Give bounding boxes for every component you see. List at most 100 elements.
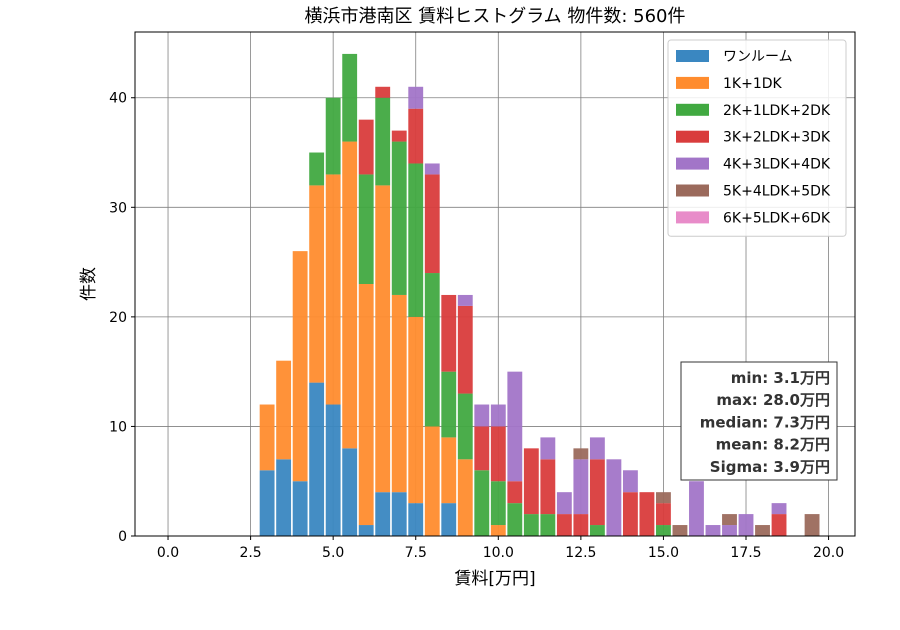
legend-swatch [676,50,709,62]
stats-line: min: 3.1万円 [731,369,830,387]
bar-segment-1 [342,448,358,536]
bar-segment-6 [755,525,770,536]
legend-entry-label: 2K+1LDK+2DK [723,103,831,119]
bar-segment-5 [722,525,737,536]
bar-segment-3 [589,525,605,536]
y-tick-label: 20 [109,310,127,326]
bar-segment-5 [457,294,473,306]
bar-segment-2 [441,437,457,504]
x-tick-label: 0.0 [157,545,179,561]
bar-segment-6 [656,492,671,504]
bar-segment-2 [276,360,292,460]
stats-line: mean: 8.2万円 [716,436,830,454]
legend-entry-label: 6K+5LDK+6DK [723,210,831,226]
bar-segment-2 [375,185,391,493]
bar-segment-2 [424,426,440,536]
bar-segment-5 [507,371,523,482]
bar-segment-3 [309,152,325,186]
bar-segment-3 [408,163,424,317]
bar-segment-6 [672,525,688,536]
bar-segment-5 [424,163,440,175]
bar-segment-4 [391,130,407,142]
legend-swatch [676,103,709,116]
legend-entry-label: 3K+2LDK+3DK [723,130,831,146]
bar-segment-2 [358,284,374,526]
bar-segment-4 [474,426,490,471]
chart-title: 横浜市港南区 賃料ヒストグラム 物件数: 560件 [304,6,685,27]
legend-swatch [676,130,709,143]
bar-segment-2 [490,525,506,536]
bar-segment-4 [573,514,589,536]
bar-segment-3 [358,174,374,284]
y-tick-label: 40 [109,91,127,107]
stats-box-frame [680,361,838,481]
bar-segment-1 [292,481,308,536]
bar-segment-1 [408,503,424,536]
bar-segment-1 [391,492,407,536]
y-tick-label: 30 [109,200,127,216]
x-tick-label: 12.5 [565,545,596,561]
y-tick-label: 10 [109,419,127,435]
bar-segment-2 [457,459,473,536]
x-tick-label: 15.0 [648,545,679,561]
bar-segment-2 [342,141,358,449]
legend-box [667,39,847,237]
x-axis-label: 賃料[万円] [454,569,535,589]
bar-segment-4 [441,294,457,372]
bar-segment-2 [325,174,341,405]
stats-line: median: 7.3万円 [700,413,830,431]
bar-segment-3 [375,97,391,186]
bar-segment-4 [656,503,671,526]
bar-segment-3 [424,273,440,427]
legend-swatch [676,157,709,170]
bar-segment-3 [656,525,671,536]
y-axis-ticks: 0 10 20 30 40 [109,91,135,545]
bar-segment-2 [259,404,275,471]
bars [259,53,820,536]
bar-segment-4 [507,481,523,504]
bar-segment-6 [722,514,737,526]
bar-segment-5 [689,481,704,536]
legend: ワンルーム 1K+1DK 2K+1LDK+2DK 3K+2LDK+3DK 4K+3LDK… [667,39,847,237]
bar-segment-1 [276,459,292,536]
bar-segment-5 [474,404,490,427]
x-tick-label: 20.0 [813,545,844,561]
bar-segment-3 [391,141,407,295]
bar-segment-4 [540,459,556,515]
bar-segment-4 [523,448,539,515]
bar-segment-5 [771,503,787,515]
bar-segment-4 [408,108,424,164]
bar-segment-4 [771,514,787,536]
x-tick-label: 10.0 [483,545,514,561]
bar-segment-4 [639,492,655,536]
plot-area-frame [134,31,856,537]
y-axis-label: 件数 [79,267,99,301]
bar-segment-4 [358,119,374,175]
bar-segment-5 [622,470,638,493]
bar-segment-5 [606,459,622,536]
bar-segment-5 [738,514,754,536]
x-tick-label: 17.5 [730,545,761,561]
bar-segment-5 [705,525,721,536]
bar-segment-5 [556,492,572,515]
bar-segment-6 [804,514,820,536]
x-tick-label: 5.0 [322,545,344,561]
bar-segment-4 [457,305,473,394]
legend-entry-label: 1K+1DK [723,76,783,92]
bar-segment-4 [589,459,605,526]
bar-segment-4 [490,426,506,482]
x-tick-label: 7.5 [405,545,427,561]
bar-segment-3 [441,371,457,438]
legend-swatch [676,76,709,89]
bar-segment-1 [309,382,325,536]
legend-swatch [676,184,709,197]
legend-entry-label: 4K+3LDK+4DK [723,157,831,173]
bar-segment-3 [325,97,341,175]
bar-segment-1 [325,404,341,536]
y-tick-label: 0 [118,529,127,545]
legend-swatch [676,211,709,224]
bar-segment-3 [507,503,523,536]
bar-segment-4 [556,514,572,536]
legend-entry-label: 5K+4LDK+5DK [723,184,831,200]
